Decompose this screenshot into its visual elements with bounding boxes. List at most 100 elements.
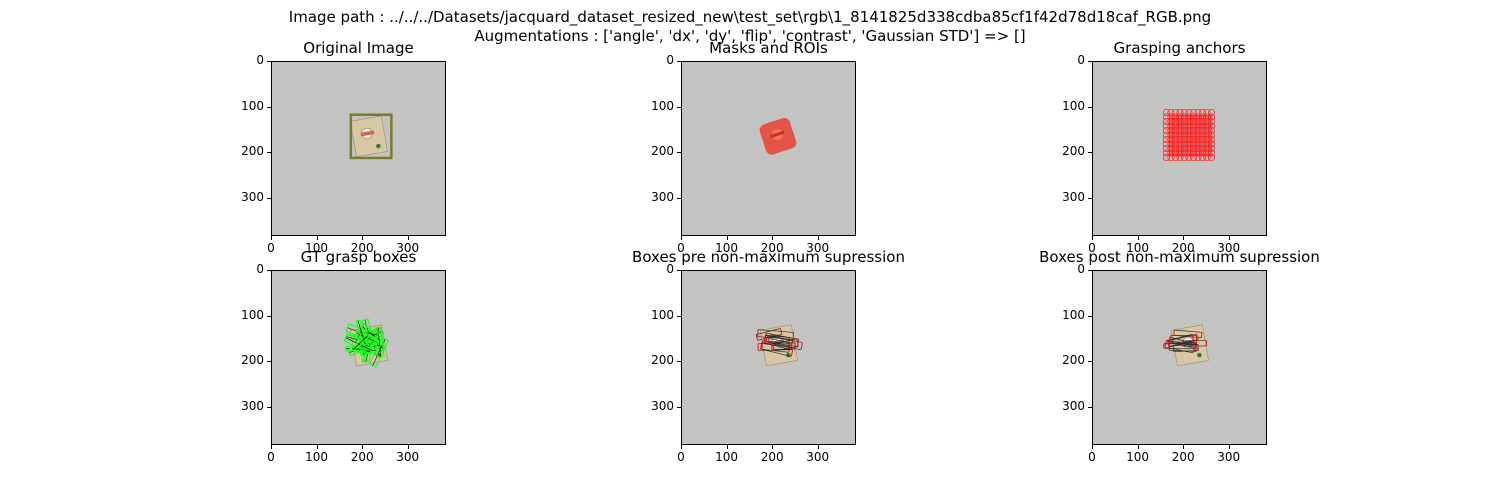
x-tick-mark [681, 445, 682, 449]
x-tick-mark [726, 236, 728, 240]
subplot-image [1093, 62, 1266, 235]
y-tick-label: 200 [1062, 144, 1085, 159]
x-tick-mark [1183, 236, 1185, 240]
x-tick-mark [681, 236, 682, 240]
y-tick-mark [267, 315, 271, 317]
subplot-title: GT grasp boxes [300, 248, 417, 266]
x-tick-label: 0 [677, 241, 685, 255]
x-tick-label: 200 [350, 450, 374, 464]
y-tick-mark [677, 106, 681, 108]
subplot-image [1093, 271, 1266, 444]
x-tick-label: 100 [1126, 450, 1150, 464]
x-tick-label: 200 [1171, 450, 1195, 464]
subplot-axes [271, 270, 446, 445]
y-tick-label: 300 [1062, 398, 1085, 413]
y-tick-mark [267, 361, 271, 363]
subplot-axes [1092, 61, 1267, 236]
subplot-title: Masks and ROIs [709, 39, 828, 57]
predicted-grasp-boxes [1163, 329, 1208, 354]
gt-grasp-boxes [343, 318, 390, 368]
y-tick-mark [677, 152, 681, 154]
y-tick-mark [1088, 270, 1092, 271]
x-tick-label: 200 [350, 241, 374, 255]
figure-suptitle-line1: Image path : ../../../Datasets/jacquard_… [288, 8, 1212, 26]
grasp-box [1170, 335, 1198, 344]
y-tick-mark [677, 406, 681, 408]
subplot-image [272, 62, 445, 235]
x-tick-mark [316, 445, 318, 449]
subplot-image [682, 271, 855, 444]
subplot-axes [681, 270, 856, 445]
y-tick-label: 0 [666, 262, 674, 276]
x-tick-label: 0 [267, 241, 275, 255]
y-tick-label: 300 [1062, 189, 1085, 204]
anchor-point [1162, 108, 1170, 116]
y-tick-mark [1088, 106, 1092, 108]
anchor-point [1162, 154, 1170, 162]
y-tick-mark [677, 270, 681, 271]
y-tick-mark [1088, 406, 1092, 408]
x-tick-mark [817, 236, 819, 240]
x-tick-label: 200 [760, 241, 784, 255]
grasp-box [756, 329, 795, 340]
y-tick-label: 0 [256, 53, 264, 67]
x-tick-label: 0 [267, 450, 275, 464]
y-tick-label: 200 [241, 144, 264, 159]
x-tick-label: 0 [1088, 241, 1096, 255]
object-cube [349, 115, 388, 158]
predicted-grasp-boxes [755, 328, 803, 357]
y-tick-label: 0 [666, 53, 674, 67]
x-tick-label: 300 [1217, 241, 1241, 255]
x-tick-mark [271, 236, 272, 240]
subplot-title: Boxes post non-maximum supression [1039, 248, 1320, 266]
subplot-title: Boxes pre non-maximum supression [632, 248, 905, 266]
x-tick-label: 300 [806, 450, 830, 464]
y-tick-mark [677, 315, 681, 317]
x-tick-label: 100 [715, 241, 739, 255]
x-tick-label: 200 [760, 450, 784, 464]
y-tick-mark [1088, 197, 1092, 199]
x-tick-label: 100 [1126, 241, 1150, 255]
subplot-title: Grasping anchors [1113, 39, 1246, 57]
y-tick-label: 100 [1062, 307, 1085, 322]
x-tick-mark [1228, 236, 1230, 240]
subplot-axes [271, 61, 446, 236]
gt-grasp-box [355, 319, 368, 346]
y-tick-mark [267, 270, 271, 271]
subplot-axes [681, 61, 856, 236]
figure-suptitle-line2: Augmentations : ['angle', 'dx', 'dy', 'f… [474, 27, 1026, 45]
x-tick-mark [772, 445, 774, 449]
y-tick-label: 300 [241, 189, 264, 204]
gt-grasp-box [350, 333, 371, 352]
x-tick-mark [726, 445, 728, 449]
y-tick-mark [1088, 361, 1092, 363]
subplot-title: Original Image [303, 39, 414, 57]
y-tick-label: 200 [651, 144, 674, 159]
x-tick-label: 300 [396, 241, 420, 255]
y-tick-label: 200 [651, 353, 674, 368]
y-tick-mark [267, 61, 271, 62]
subplot-axes [1092, 270, 1267, 445]
y-tick-label: 300 [241, 398, 264, 413]
x-tick-mark [1137, 236, 1139, 240]
y-tick-mark [677, 61, 681, 62]
x-tick-mark [1137, 445, 1139, 449]
y-tick-mark [1088, 315, 1092, 317]
anchor-fill [1168, 114, 1213, 157]
x-tick-label: 300 [396, 450, 420, 464]
x-tick-mark [271, 445, 272, 449]
grasp-box [1163, 343, 1199, 350]
roi-box [349, 113, 393, 160]
subplot-image [272, 271, 445, 444]
x-tick-label: 200 [1171, 241, 1195, 255]
x-tick-mark [362, 445, 364, 449]
y-tick-mark [1088, 152, 1092, 154]
x-tick-mark [316, 236, 318, 240]
y-tick-mark [677, 197, 681, 199]
y-tick-label: 100 [651, 307, 674, 322]
x-tick-mark [772, 236, 774, 240]
x-tick-mark [1183, 445, 1185, 449]
y-tick-mark [1088, 61, 1092, 62]
x-tick-label: 100 [715, 450, 739, 464]
anchor-grid [1162, 108, 1215, 162]
